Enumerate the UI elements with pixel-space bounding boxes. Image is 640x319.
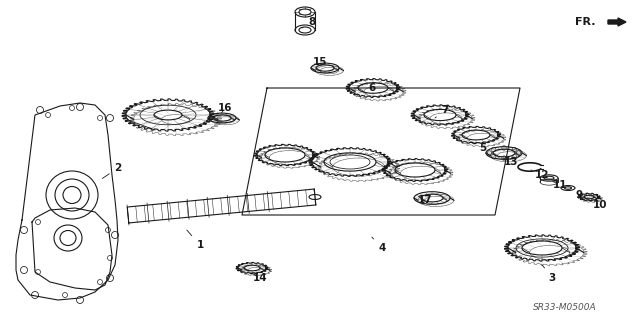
Text: 3: 3: [541, 264, 556, 283]
Text: 7: 7: [435, 105, 449, 118]
Text: 10: 10: [589, 200, 607, 210]
Text: 6: 6: [364, 83, 376, 98]
Text: FR.: FR.: [575, 17, 596, 27]
Text: 17: 17: [418, 195, 432, 205]
Text: 11: 11: [552, 180, 567, 190]
Text: 16: 16: [218, 103, 232, 113]
Text: 1: 1: [187, 230, 204, 250]
Text: 9: 9: [569, 190, 582, 200]
Text: 5: 5: [472, 143, 486, 153]
Text: 14: 14: [252, 273, 268, 283]
FancyArrow shape: [608, 18, 626, 26]
Text: 4: 4: [372, 237, 386, 253]
Text: 13: 13: [504, 157, 518, 167]
Text: 12: 12: [531, 170, 549, 180]
Text: 8: 8: [302, 17, 316, 28]
Text: SR33-M0500A: SR33-M0500A: [533, 303, 597, 313]
Text: 2: 2: [102, 163, 122, 178]
Text: 15: 15: [313, 57, 327, 67]
